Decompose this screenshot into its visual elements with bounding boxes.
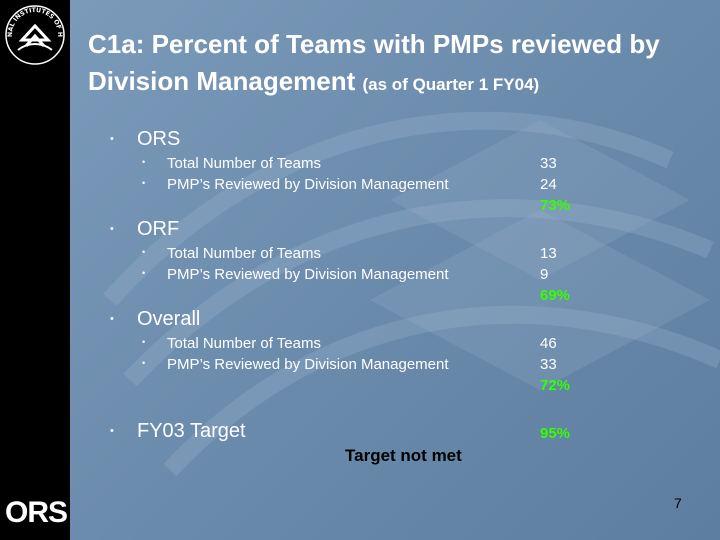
item-value: 9 xyxy=(540,266,549,283)
item-label: PMP’s Reviewed by Division Management xyxy=(167,356,449,373)
section-label: Overall xyxy=(137,308,201,330)
percent-value: 73% xyxy=(540,197,571,214)
slide-title: C1a: Percent of Teams with PMPs reviewed… xyxy=(88,26,708,103)
bullet-dot: • xyxy=(142,247,146,257)
item-value: 33 xyxy=(540,155,557,172)
bullet-dot: • xyxy=(142,178,146,188)
section-label: ORF xyxy=(137,218,180,240)
bullet-dot: • xyxy=(142,337,146,347)
section-label: FY03 Target xyxy=(137,420,246,442)
bullet-dot: • xyxy=(110,223,114,235)
title-main: C1a: Percent of Teams with PMPs reviewed… xyxy=(88,29,660,96)
percent-value: 72% xyxy=(540,377,571,394)
percent-value: 69% xyxy=(540,287,571,304)
bullet-dot: • xyxy=(110,425,114,437)
bullet-dot: • xyxy=(142,157,146,167)
item-value: 24 xyxy=(540,176,557,193)
page-number: 7 xyxy=(674,495,682,511)
target-percent-value: 95% xyxy=(540,425,571,442)
bullet-dot: • xyxy=(110,133,114,145)
item-value: 46 xyxy=(540,335,557,352)
left-sidebar: NATIONAL INSTITUTES OF HEALTH ORS xyxy=(0,0,70,540)
item-value: 13 xyxy=(540,245,557,262)
item-label: Total Number of Teams xyxy=(167,155,321,172)
item-label: PMP’s Reviewed by Division Management xyxy=(167,176,449,193)
bullet-dot: • xyxy=(110,313,114,325)
ors-logo: ORS xyxy=(5,496,68,529)
section-label: ORS xyxy=(137,128,181,150)
nih-seal-logo: NATIONAL INSTITUTES OF HEALTH xyxy=(4,4,65,65)
target-status-note: Target not met xyxy=(345,446,462,465)
item-label: PMP’s Reviewed by Division Management xyxy=(167,266,449,283)
item-label: Total Number of Teams xyxy=(167,245,321,262)
bullet-dot: • xyxy=(142,268,146,278)
title-subtitle: (as of Quarter 1 FY04) xyxy=(362,75,540,94)
item-label: Total Number of Teams xyxy=(167,335,321,352)
bullet-dot: • xyxy=(142,358,146,368)
item-value: 33 xyxy=(540,356,557,373)
background-watermark xyxy=(103,111,720,477)
